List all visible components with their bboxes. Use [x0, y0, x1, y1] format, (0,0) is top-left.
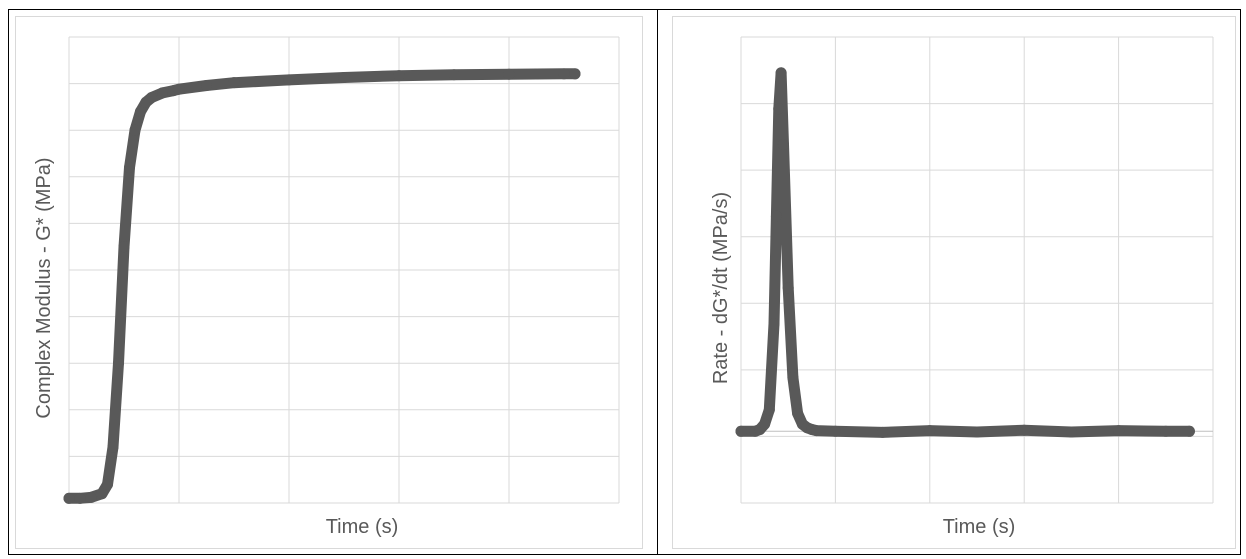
chart-modulus-data-point — [569, 68, 581, 80]
chart-modulus-data-point — [107, 441, 119, 453]
chart-modulus-data-point — [338, 72, 350, 84]
chart-rate-gridlines — [740, 36, 1214, 504]
chart-modulus-data-point — [157, 87, 168, 99]
chart-rate-data-point — [770, 210, 782, 222]
chart-rate-data-point — [829, 425, 841, 437]
chart-rate-data-point — [759, 418, 771, 430]
chart-modulus-data-point — [146, 92, 157, 104]
chart-modulus-data-point — [173, 83, 185, 95]
chart-rate-data-point — [787, 372, 799, 384]
chart-modulus-data-point — [448, 69, 460, 81]
chart-rate-data-point — [811, 425, 823, 437]
chart-modulus-data-point — [135, 106, 146, 118]
chart-modulus-data-point — [124, 161, 135, 173]
chart-rate: Time (s) Rate - dG*/dt (MPa/s) — [672, 16, 1236, 549]
chart-modulus-x-axis-title: Time (s) — [326, 516, 399, 538]
chart-rate-series — [735, 67, 1195, 438]
chart-rate-data-point — [735, 425, 747, 437]
chart-rate-data-point — [924, 425, 936, 437]
chart-modulus-data-point — [503, 68, 515, 80]
chart-rate-data-point — [1160, 425, 1172, 437]
chart-modulus-data-point — [118, 241, 130, 253]
chart-rate-data-point — [792, 407, 804, 419]
chart-modulus-data-point — [129, 124, 141, 136]
chart-rate-data-point — [1113, 425, 1125, 437]
chart-rate-data-point — [877, 426, 889, 438]
chart-modulus-gridlines — [68, 36, 620, 504]
chart-modulus-svg: Time (s) Complex Modulus - G* (MPa) — [33, 36, 620, 538]
chart-modulus-data-point — [63, 492, 75, 504]
chart-modulus-data-point — [113, 357, 124, 369]
chart-rate-svg: Time (s) Rate - dG*/dt (MPa/s) — [710, 36, 1214, 538]
chart-modulus: Time (s) Complex Modulus - G* (MPa) — [15, 16, 643, 549]
chart-rate-data-point — [971, 426, 983, 438]
chart-modulus-data-point — [85, 491, 97, 503]
chart-modulus-data-point — [102, 478, 113, 490]
chart-modulus-data-point — [558, 68, 570, 80]
chart-rate-data-point — [775, 67, 787, 79]
chart-rate-series-line — [735, 67, 1195, 438]
chart-rate-data-point — [768, 318, 780, 330]
chart-modulus-series — [63, 68, 581, 504]
chart-modulus-y-axis-title: Complex Modulus - G* (MPa) — [33, 157, 55, 418]
chart-rate-data-point — [777, 139, 789, 151]
chart-rate-data-point — [1065, 426, 1077, 438]
chart-modulus-series-line — [63, 68, 581, 504]
chart-rate-data-point — [782, 282, 794, 294]
chart-modulus-data-point — [393, 70, 405, 82]
chart-modulus-data-point — [96, 488, 108, 500]
chart-rate-data-point — [1018, 424, 1030, 436]
chart-rate-x-axis-title: Time (s) — [943, 516, 1016, 538]
chart-rate-data-point — [773, 103, 785, 115]
chart-rate-y-axis-title: Rate - dG*/dt (MPa/s) — [710, 192, 732, 384]
chart-modulus-data-point — [283, 74, 295, 86]
chart-modulus-data-point — [74, 492, 86, 504]
chart-rate-data-point — [1183, 425, 1195, 437]
chart-modulus-data-point — [201, 79, 212, 91]
chart-rate-data-point — [763, 404, 775, 416]
chart-modulus-data-point — [228, 77, 240, 89]
